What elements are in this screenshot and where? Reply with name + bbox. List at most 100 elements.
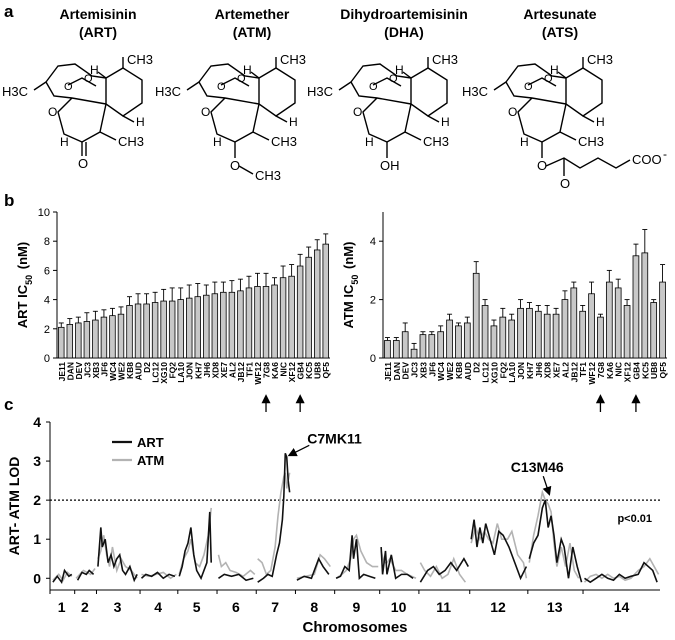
bar xyxy=(109,315,116,359)
x-tick-label: LA10 xyxy=(507,362,517,383)
bar xyxy=(245,287,253,359)
bar xyxy=(194,296,201,359)
panel-label-c: c xyxy=(4,395,13,414)
x-tick-label: XF12 xyxy=(287,362,297,383)
bar xyxy=(552,313,560,359)
y-axis-label: ART- ATM LOD xyxy=(6,457,22,556)
chrom-label: 2 xyxy=(81,599,89,615)
panel-label-b: b xyxy=(4,191,14,210)
ring-cyclohexane xyxy=(565,67,603,117)
y-tick-label: 3 xyxy=(33,453,41,469)
x-tick-label: UB8 xyxy=(649,362,659,379)
y-axis-label: ART IC50 (nM) xyxy=(15,242,34,328)
chrom-label: 1 xyxy=(58,599,66,615)
x-tick-label: JC3 xyxy=(410,362,420,378)
bond-h-top xyxy=(402,71,412,79)
x-tick-label: JF6 xyxy=(99,362,109,377)
y-tick-label: 6 xyxy=(44,265,50,277)
bar xyxy=(570,287,578,359)
bar xyxy=(126,305,133,359)
y-tick-label: 4 xyxy=(33,414,41,430)
bar xyxy=(384,340,391,359)
x-tick-label: JE11 xyxy=(383,362,393,382)
x-tick-label: NIC xyxy=(614,362,624,377)
bond-h-top xyxy=(557,71,567,79)
x-tick-label: JH6 xyxy=(534,362,544,378)
x-tick-label: WE2 xyxy=(116,362,126,381)
x-tick-label: JF6 xyxy=(427,362,437,377)
chrom-label: 14 xyxy=(614,599,630,615)
bond-methyl-left xyxy=(338,81,352,91)
x-tick-label: QF5 xyxy=(321,362,331,379)
y-axis-label-sub: 50 xyxy=(350,275,360,285)
bar xyxy=(296,265,304,359)
molecule-abbr-ats: (ATS) xyxy=(542,24,578,40)
bond-peroxide xyxy=(67,77,97,87)
x-tick-label: QF5 xyxy=(658,362,668,379)
label-ch3-top: CH3 xyxy=(127,52,153,67)
bond-methyl-left xyxy=(186,81,200,91)
bar xyxy=(75,322,82,359)
x-tick-label: WC4 xyxy=(108,362,118,381)
label-och3: CH3 xyxy=(255,168,281,183)
peak-arrow xyxy=(542,475,552,496)
bar xyxy=(271,284,278,359)
bar xyxy=(481,305,489,359)
lod-line-art xyxy=(257,452,291,583)
bar xyxy=(143,303,150,359)
bond-peroxide xyxy=(372,77,402,87)
label-o-ring: O xyxy=(508,105,517,119)
x-tick-label: DAN xyxy=(392,362,402,380)
x-tick-label: JON xyxy=(516,362,526,379)
bar xyxy=(597,316,604,359)
label-h-lower: H xyxy=(520,135,529,149)
bar xyxy=(455,325,462,359)
bond-h-top xyxy=(250,71,260,79)
bar xyxy=(499,316,507,359)
lod-line-art xyxy=(380,546,414,580)
label-ch3-top: CH3 xyxy=(280,52,306,67)
chrom-label: 10 xyxy=(391,599,407,615)
x-tick-label: AUD xyxy=(134,362,144,380)
bar xyxy=(313,249,321,359)
bond-h-right xyxy=(427,115,440,123)
y-tick-label: 10 xyxy=(38,207,50,219)
bond-methyl-left xyxy=(493,81,507,91)
chrom-label: 12 xyxy=(490,599,506,615)
lod-line-atm xyxy=(257,472,291,576)
bond-methyl-lower xyxy=(559,131,577,141)
label-h-top: H xyxy=(550,63,559,77)
x-tick-label: KH7 xyxy=(193,362,203,379)
x-tick-label: KB8 xyxy=(454,362,464,379)
y-axis-label: ATM IC50 (nM) xyxy=(341,242,360,329)
y-tick-label: 8 xyxy=(44,236,50,248)
bar xyxy=(203,294,210,359)
y-tick-label: 4 xyxy=(370,236,376,248)
panel-label-a: a xyxy=(4,2,14,21)
label-o-keto: O xyxy=(560,176,570,191)
lod-line-art xyxy=(335,535,376,580)
label-o-perox2: O xyxy=(84,73,93,85)
molecule-abbr-art: (ART) xyxy=(79,24,117,40)
bar xyxy=(134,303,142,359)
x-tick-label: XD8 xyxy=(210,362,220,379)
bond-methyl-lower xyxy=(404,131,422,141)
bar xyxy=(228,291,236,359)
bond-methyl-lower xyxy=(99,131,117,141)
label-h3c: H3C xyxy=(307,84,333,99)
bar xyxy=(279,277,287,359)
bar xyxy=(632,255,640,359)
x-tick-label: XB3 xyxy=(418,362,428,379)
bar xyxy=(446,319,453,359)
bar xyxy=(490,325,498,359)
bar xyxy=(160,300,167,359)
x-tick-label: D2 xyxy=(472,362,482,373)
bar xyxy=(517,307,524,359)
bar xyxy=(437,331,445,359)
ring-lower xyxy=(57,97,107,143)
x-tick-label: AL2 xyxy=(560,362,570,378)
